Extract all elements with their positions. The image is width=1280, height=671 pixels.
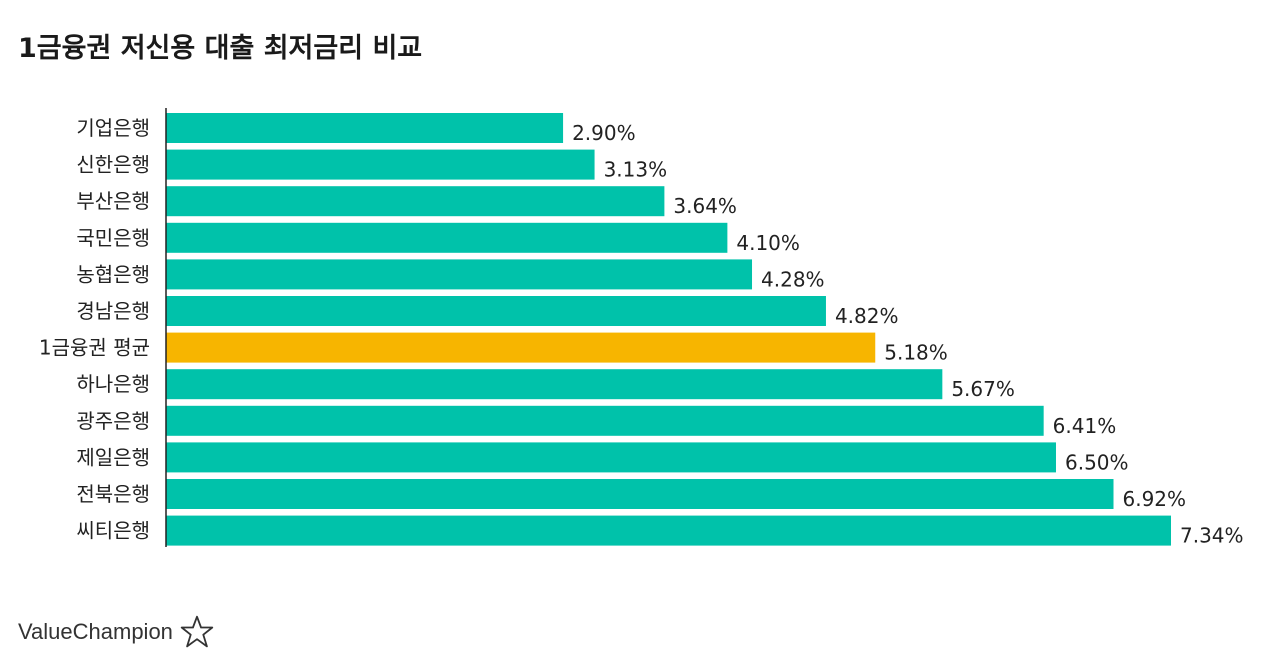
value-label: 3.64% bbox=[673, 194, 737, 218]
category-label: 경남은행 bbox=[76, 299, 150, 323]
bar bbox=[166, 259, 753, 290]
category-label: 1금융권 평균 bbox=[39, 336, 150, 360]
bar bbox=[166, 369, 943, 400]
category-label: 제일은행 bbox=[76, 445, 150, 469]
category-label: 광주은행 bbox=[76, 409, 150, 433]
value-label: 7.34% bbox=[1180, 524, 1244, 548]
bar bbox=[166, 149, 595, 180]
value-label: 4.10% bbox=[736, 231, 800, 255]
value-label: 2.90% bbox=[572, 121, 636, 145]
value-label: 6.92% bbox=[1122, 487, 1186, 511]
bar bbox=[166, 296, 826, 326]
category-label: 씨티은행 bbox=[76, 519, 150, 543]
category-label: 신한은행 bbox=[76, 153, 150, 177]
brand-logo: ValueChampion bbox=[18, 614, 215, 650]
category-label: 하나은행 bbox=[76, 372, 150, 396]
bar-average bbox=[166, 332, 876, 363]
value-label: 4.82% bbox=[835, 304, 899, 328]
category-label: 전북은행 bbox=[76, 482, 150, 506]
category-label: 농협은행 bbox=[76, 262, 150, 286]
bar bbox=[166, 113, 564, 143]
value-label: 6.41% bbox=[1053, 414, 1117, 438]
bar bbox=[166, 222, 728, 253]
bar bbox=[166, 442, 1056, 473]
brand-name: ValueChampion bbox=[18, 619, 173, 644]
category-label: 부산은행 bbox=[76, 189, 150, 213]
category-label: 국민은행 bbox=[76, 226, 150, 250]
category-label: 기업은행 bbox=[76, 116, 150, 140]
value-label: 5.18% bbox=[884, 341, 948, 365]
value-label: 6.50% bbox=[1065, 450, 1129, 474]
value-label: 5.67% bbox=[951, 377, 1015, 401]
bar-chart: 기업은행 2.90% 신한은행 3.13% 부산은행 3.64% 국민은행 4.10% 농협은행… bbox=[39, 108, 1244, 548]
bar bbox=[166, 515, 1171, 546]
star-outline-icon bbox=[180, 615, 214, 648]
bar bbox=[166, 479, 1114, 509]
value-label: 3.13% bbox=[604, 158, 668, 182]
chart-title: 1금융권 저신용 대출 최저금리 비교 bbox=[18, 33, 423, 64]
bar bbox=[166, 186, 665, 217]
bar bbox=[166, 405, 1044, 436]
value-label: 4.28% bbox=[761, 267, 825, 291]
